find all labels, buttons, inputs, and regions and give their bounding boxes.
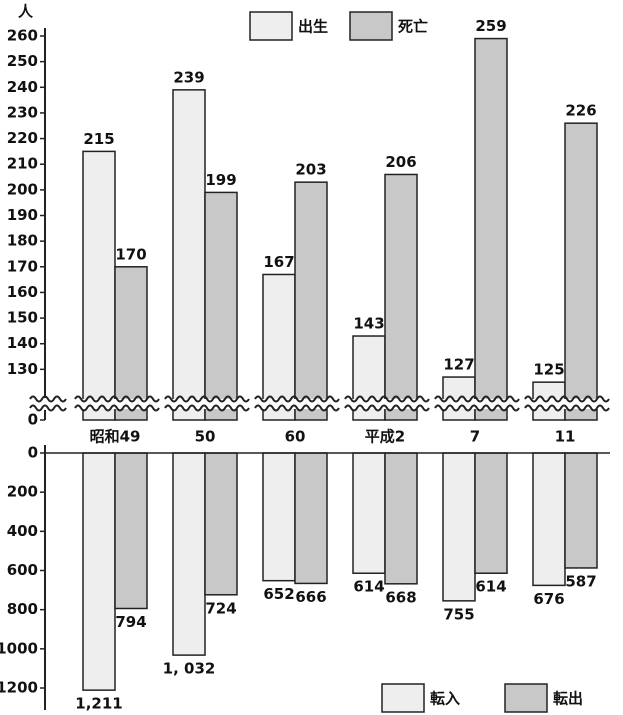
- break-mark: [254, 395, 340, 403]
- bar: [204, 452, 238, 596]
- bar: [82, 452, 116, 691]
- y-tick-label: 0: [28, 411, 38, 429]
- break-mark: [524, 395, 610, 403]
- value-label: 127: [443, 356, 474, 374]
- value-label: 676: [533, 590, 564, 608]
- value-label: 1,211: [75, 695, 122, 713]
- y-tick-label: 200: [7, 483, 38, 501]
- break-mark: [29, 404, 67, 412]
- legend-label: 出生: [298, 18, 328, 36]
- value-label: 755: [443, 605, 474, 623]
- value-label: 239: [173, 68, 204, 86]
- value-label: 652: [263, 585, 294, 603]
- value-label: 226: [565, 102, 596, 120]
- y-tick-label: 600: [7, 561, 38, 579]
- legend-label: 転出: [553, 690, 583, 708]
- bar: [474, 452, 508, 574]
- y-tick-label: 160: [7, 283, 38, 301]
- break-mark: [524, 404, 610, 412]
- bar: [384, 452, 418, 585]
- value-label: 614: [353, 578, 384, 596]
- y-tick-label: 140: [7, 334, 38, 352]
- y-tick-label: 1000: [0, 639, 38, 657]
- x-tick-label: 50: [195, 428, 216, 446]
- legend-label: 死亡: [398, 18, 428, 36]
- legend-swatch: [504, 683, 548, 713]
- y-tick-label: 190: [7, 206, 38, 224]
- legend-swatch: [349, 11, 393, 41]
- value-label: 203: [295, 161, 326, 179]
- bar: [384, 173, 418, 421]
- value-label: 206: [385, 153, 416, 171]
- bar: [114, 452, 148, 610]
- y-tick-label: 150: [7, 309, 38, 327]
- break-gap: [30, 399, 610, 409]
- y-tick-label: 240: [7, 78, 38, 96]
- y-tick-label: 260: [7, 27, 38, 45]
- bar: [352, 452, 386, 574]
- y-tick-label: 180: [7, 232, 38, 250]
- value-label: 215: [83, 130, 114, 148]
- bar: [172, 89, 206, 421]
- bar: [262, 273, 296, 421]
- x-tick-label: 7: [470, 428, 480, 446]
- bar: [442, 452, 476, 602]
- x-tick-label: 昭和49: [90, 428, 141, 446]
- x-tick-label: 11: [555, 428, 576, 446]
- y-tick-label: 210: [7, 155, 38, 173]
- value-label: 587: [565, 572, 596, 590]
- y-tick-label: 200: [7, 180, 38, 198]
- bar: [474, 37, 508, 421]
- value-label: 170: [115, 245, 146, 263]
- y-tick-label: 800: [7, 600, 38, 618]
- value-label: 614: [475, 578, 506, 596]
- break-mark: [164, 395, 250, 403]
- bar: [564, 452, 598, 569]
- value-label: 1, 032: [163, 660, 216, 678]
- break-mark: [344, 395, 430, 403]
- break-mark: [74, 404, 160, 412]
- value-label: 199: [205, 171, 236, 189]
- break-mark: [434, 404, 520, 412]
- y-tick-label: 0: [28, 444, 38, 462]
- break-mark: [254, 404, 340, 412]
- value-label: 259: [475, 17, 506, 35]
- bar: [294, 181, 328, 421]
- legend-swatch: [249, 11, 293, 41]
- value-label: 794: [115, 613, 146, 631]
- value-label: 666: [295, 588, 326, 606]
- bar: [114, 266, 148, 421]
- y-tick-label: 230: [7, 103, 38, 121]
- bar: [172, 452, 206, 656]
- legend-swatch: [381, 683, 425, 713]
- y-tick-label: 400: [7, 522, 38, 540]
- bar: [82, 150, 116, 421]
- x-tick-label: 平成2: [365, 428, 405, 446]
- break-mark: [29, 395, 67, 403]
- legend-label: 転入: [430, 690, 460, 708]
- bar: [564, 122, 598, 421]
- y-tick-label: 170: [7, 257, 38, 275]
- y-tick-label: 130: [7, 360, 38, 378]
- break-mark: [434, 395, 520, 403]
- bar: [532, 452, 566, 587]
- value-label: 724: [205, 599, 236, 617]
- y-axis-label: 人: [18, 3, 34, 21]
- value-label: 143: [353, 315, 384, 333]
- break-mark: [74, 395, 160, 403]
- break-mark: [164, 404, 250, 412]
- value-label: 668: [385, 588, 416, 606]
- bar: [204, 191, 238, 421]
- break-mark: [344, 404, 430, 412]
- value-label: 125: [533, 361, 564, 379]
- bar: [294, 452, 328, 585]
- bar: [262, 452, 296, 582]
- y-tick-label: 220: [7, 129, 38, 147]
- value-label: 167: [263, 253, 294, 271]
- y-tick-label: 1200: [0, 679, 38, 697]
- y-tick-label: 250: [7, 52, 38, 70]
- x-tick-label: 60: [285, 428, 306, 446]
